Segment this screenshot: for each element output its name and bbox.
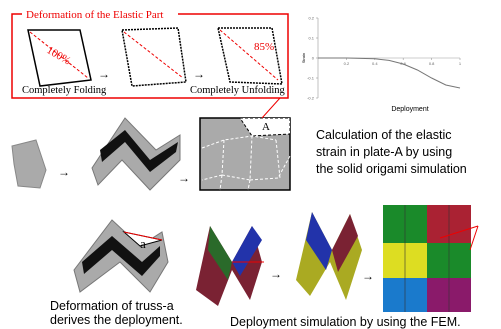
origami-caption: Calculation of the elastic xyxy=(316,128,452,142)
plate-mid xyxy=(122,28,186,86)
plate-unfolded xyxy=(218,28,282,84)
x-tick-label: 0.4 xyxy=(372,61,378,66)
link-line xyxy=(262,98,280,118)
x-tick-label: 0.2 xyxy=(344,61,350,66)
arrow: → xyxy=(270,267,282,281)
arrow: → xyxy=(362,269,374,283)
state-unfolded: Completely Unfolding xyxy=(190,85,286,96)
y-tick-label: 0.1 xyxy=(308,36,314,41)
x-tick-label: 0.8 xyxy=(429,61,435,66)
y-tick-label: 0.2 xyxy=(308,16,314,21)
ratio-full: 100% xyxy=(45,44,73,67)
truss-label: a xyxy=(140,236,146,251)
x-axis-label: Deployment xyxy=(391,106,428,113)
y-axis-label: Strain xyxy=(301,53,306,63)
frame-title: Deformation of the Elastic Part xyxy=(26,9,163,21)
strain-line xyxy=(318,58,460,88)
origami-caption: strain in plate-A by using xyxy=(316,145,452,159)
figure: Deformation of the Elastic Part 100% → →… xyxy=(0,0,501,329)
arrow: → xyxy=(193,67,205,81)
state-folded: Completely Folding xyxy=(22,85,107,96)
origami-folded xyxy=(12,140,46,188)
fem-caption: Deployment simulation by using the FEM. xyxy=(230,315,461,329)
fem-link xyxy=(470,226,478,250)
diag-arrow xyxy=(220,30,278,80)
truss-caption: derives the deployment. xyxy=(50,313,183,327)
arrow: → xyxy=(98,67,110,81)
y-tick-label: -0.1 xyxy=(307,76,315,81)
y-tick-label: -0.2 xyxy=(307,96,315,101)
arrow: → xyxy=(58,165,70,179)
x-tick-label: 1 xyxy=(459,61,462,66)
truss-caption: Deformation of truss-a xyxy=(50,299,174,313)
origami-caption: the solid origami simulation xyxy=(316,162,467,176)
plate-label: A xyxy=(262,121,270,133)
ratio-deformed: 85% xyxy=(254,41,274,53)
arrow: → xyxy=(178,171,190,185)
y-tick-label: 0 xyxy=(312,56,315,61)
diag-arrow xyxy=(124,32,183,78)
